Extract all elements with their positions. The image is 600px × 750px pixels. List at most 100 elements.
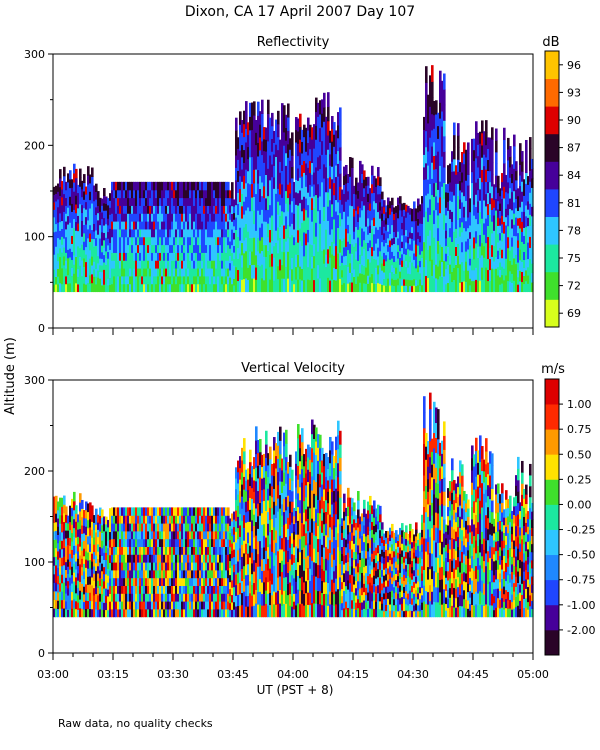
heatmap-cell <box>129 189 132 199</box>
colorbar-swatch <box>545 216 559 245</box>
heatmap-cell <box>215 205 218 214</box>
heatmap-cell <box>135 562 138 571</box>
heatmap-cell <box>221 546 224 555</box>
heatmap-cell <box>215 601 218 610</box>
heatmap-cell <box>509 197 512 209</box>
heatmap-cell <box>275 567 278 581</box>
heatmap-cell <box>53 556 56 566</box>
heatmap-cell <box>455 165 458 175</box>
heatmap-cell <box>393 279 396 287</box>
heatmap-cell <box>453 158 456 172</box>
heatmap-cell <box>141 275 144 285</box>
heatmap-cell <box>517 261 520 270</box>
heatmap-cell <box>281 237 284 252</box>
heatmap-cell <box>273 475 276 489</box>
heatmap-cell <box>507 236 510 249</box>
heatmap-cell <box>307 266 310 280</box>
heatmap-cell <box>99 197 102 206</box>
heatmap-cell <box>425 194 428 212</box>
heatmap-cell <box>93 529 96 538</box>
heatmap-cell <box>229 539 232 548</box>
heatmap-cell <box>149 283 152 293</box>
heatmap-cell <box>239 582 242 595</box>
heatmap-cell <box>319 209 322 224</box>
heatmap-cell <box>187 213 190 222</box>
heatmap-cell <box>407 212 410 219</box>
heatmap-cell <box>233 511 236 520</box>
heatmap-cell <box>191 197 194 206</box>
heatmap-cell <box>127 252 130 261</box>
heatmap-cell <box>229 560 232 569</box>
heatmap-cell <box>383 252 386 260</box>
heatmap-cell <box>155 267 158 277</box>
heatmap-cell <box>127 554 130 563</box>
heatmap-cell <box>217 546 220 555</box>
heatmap-cell <box>95 547 98 556</box>
heatmap-cell <box>499 188 502 197</box>
heatmap-cell <box>183 530 186 540</box>
heatmap-cell <box>155 585 158 594</box>
heatmap-cell <box>93 544 96 552</box>
heatmap-cell <box>135 601 138 610</box>
heatmap-cell <box>439 228 442 245</box>
heatmap-cell <box>105 538 108 546</box>
heatmap-cell <box>57 591 60 601</box>
heatmap-cell <box>141 601 144 610</box>
heatmap-cell <box>317 224 320 239</box>
heatmap-cell <box>329 222 332 235</box>
heatmap-cell <box>359 226 362 237</box>
heatmap-cell <box>213 197 216 206</box>
heatmap-cell <box>429 75 432 92</box>
heatmap-cell <box>277 265 280 280</box>
heatmap-cell <box>83 555 86 564</box>
heatmap-cell <box>203 283 206 293</box>
heatmap-cell <box>53 573 56 583</box>
heatmap-cell <box>437 112 440 127</box>
heatmap-cell <box>125 523 128 532</box>
heatmap-cell <box>157 593 160 602</box>
heatmap-cell <box>169 601 172 610</box>
heatmap-cell <box>91 568 94 578</box>
heatmap-cell <box>301 175 304 189</box>
heatmap-cell <box>361 173 364 184</box>
heatmap-cell <box>263 185 266 199</box>
heatmap-cell <box>53 261 56 270</box>
heatmap-cell <box>279 139 282 152</box>
heatmap-cell <box>267 534 270 548</box>
heatmap-cell <box>515 226 518 237</box>
heatmap-cell <box>129 228 132 238</box>
heatmap-cell <box>359 160 362 171</box>
heatmap-cell <box>485 144 488 158</box>
heatmap-cell <box>481 144 484 158</box>
heatmap-cell <box>347 274 350 284</box>
heatmap-cell <box>407 267 410 274</box>
heatmap-cell <box>73 491 76 502</box>
heatmap-cell <box>105 545 108 553</box>
heatmap-cell <box>117 205 120 214</box>
heatmap-cell <box>133 221 136 230</box>
heatmap-cell <box>89 174 92 184</box>
heatmap-cell <box>463 174 466 186</box>
heatmap-cell <box>237 460 240 473</box>
heatmap-cell <box>189 562 192 571</box>
heatmap-cell <box>129 538 132 547</box>
heatmap-cell <box>139 181 142 191</box>
heatmap-cell <box>137 252 140 261</box>
heatmap-cell <box>171 221 174 230</box>
heatmap-cell <box>435 195 438 211</box>
heatmap-cell <box>65 600 68 610</box>
heatmap-cell <box>381 234 384 243</box>
heatmap-cell <box>375 218 378 228</box>
heatmap-cell <box>153 189 156 199</box>
heatmap-cell <box>87 255 90 266</box>
heatmap-cell <box>413 207 416 215</box>
heatmap-cell <box>115 562 118 571</box>
heatmap-cell <box>435 209 438 224</box>
heatmap-cell <box>59 239 62 249</box>
heatmap-cell <box>145 205 148 214</box>
heatmap-cell <box>123 205 126 214</box>
heatmap-cell <box>181 593 184 602</box>
heatmap-cell <box>221 554 224 563</box>
colorbar-tick-label: 90 <box>567 114 581 127</box>
heatmap-cell <box>367 176 370 186</box>
